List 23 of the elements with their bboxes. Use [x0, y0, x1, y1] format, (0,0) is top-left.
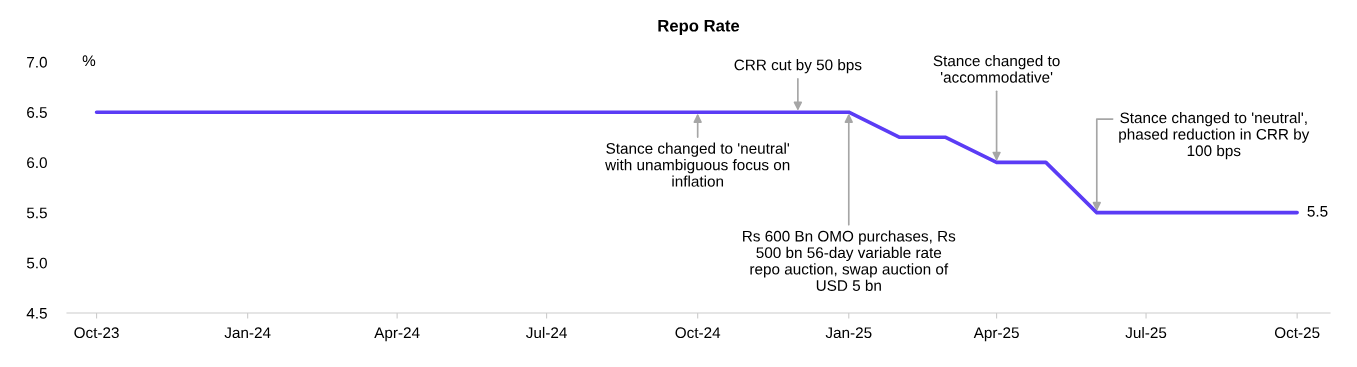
y-tick-label: 4.5: [26, 308, 47, 319]
x-tick-label: Jul-24: [526, 326, 567, 339]
annotation: Rs 600 Bn OMO purchases, Rs 500 bn 56-day variable rate repo auction, swap auction of USD 5 bn: [743, 230, 956, 291]
x-tick-label: Jul-25: [1125, 326, 1167, 339]
annotation: CRR cut by 50 bps: [734, 59, 862, 74]
chart-title: Repo Rate: [658, 19, 740, 35]
x-tick-label: Oct-24: [675, 327, 721, 339]
x-tick-label: Jan-24: [224, 327, 271, 339]
data-label: 5.5: [1307, 206, 1328, 217]
x-tick-label: Apr-25: [973, 327, 1019, 342]
annotation: Stance changed to 'neutral' with unambiguous focus on inflation: [605, 142, 790, 187]
annotation: Stance changed to 'neutral', phased reduction in CRR by 100 bps: [1119, 112, 1310, 160]
x-tick-label: Jan-25: [825, 327, 872, 339]
annotation: Stance changed to 'accommodative': [933, 55, 1060, 83]
x-tick-label: Oct-25: [1274, 327, 1320, 339]
y-tick-label: 6.5: [27, 107, 47, 118]
x-tick-label: Oct-23: [74, 327, 119, 339]
y-tick-label: 7.0: [27, 56, 47, 68]
y-tick-label: 5.5: [26, 207, 47, 219]
x-tick-label: Apr-24: [374, 327, 420, 342]
y-tick-label: 5.0: [26, 257, 47, 269]
y-axis-title: %: [82, 55, 96, 67]
y-tick-label: 6.0: [27, 157, 47, 169]
